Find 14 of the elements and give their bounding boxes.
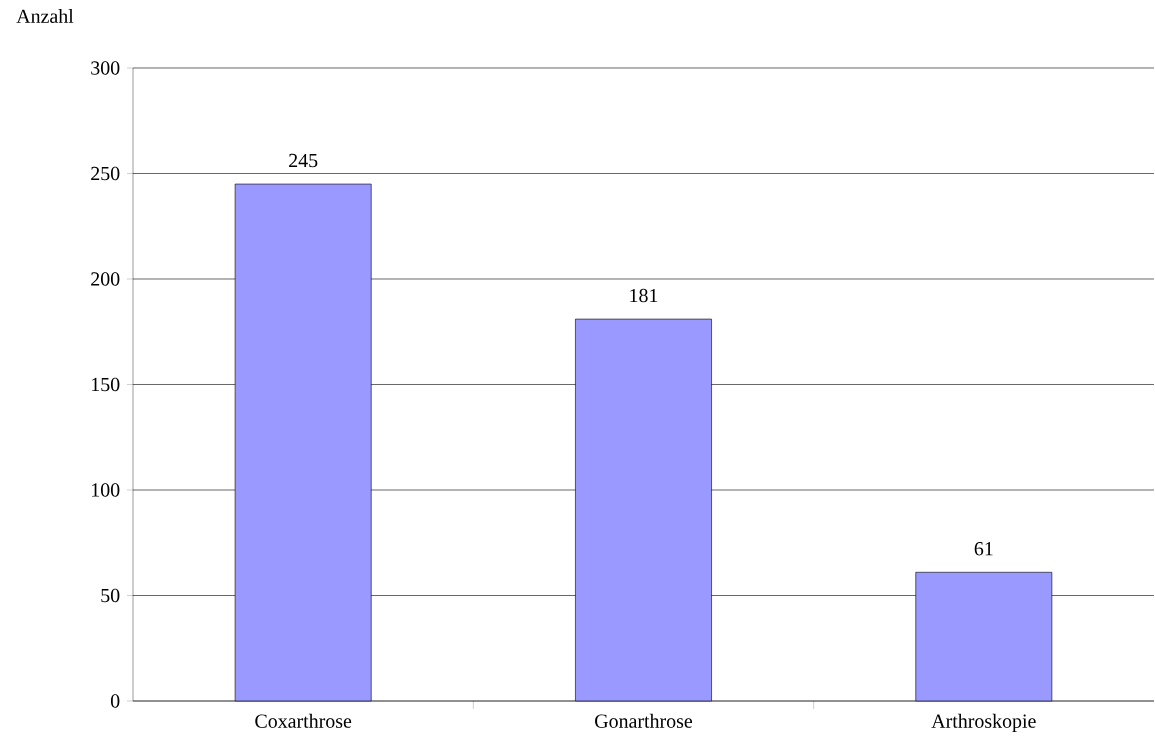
data-label: 181 bbox=[630, 288, 658, 303]
y-tick-label: 0 bbox=[110, 694, 120, 708]
y-tick-label: 300 bbox=[91, 61, 120, 75]
y-tick-label: 50 bbox=[101, 588, 120, 603]
x-tick-label: Gonarthrose bbox=[595, 713, 693, 728]
data-label: 245 bbox=[289, 153, 318, 168]
y-tick-label: 100 bbox=[92, 483, 120, 497]
x-tick-label: Arthroskopie bbox=[931, 713, 1036, 732]
y-tick-label: 200 bbox=[91, 272, 120, 286]
y-tick-label: 250 bbox=[91, 166, 120, 181]
y-tick-label: 150 bbox=[92, 377, 120, 392]
y-axis-title: Anzahl bbox=[16, 8, 74, 23]
x-tick-label: Coxarthrose bbox=[255, 713, 352, 728]
data-label: 61 bbox=[974, 542, 993, 556]
